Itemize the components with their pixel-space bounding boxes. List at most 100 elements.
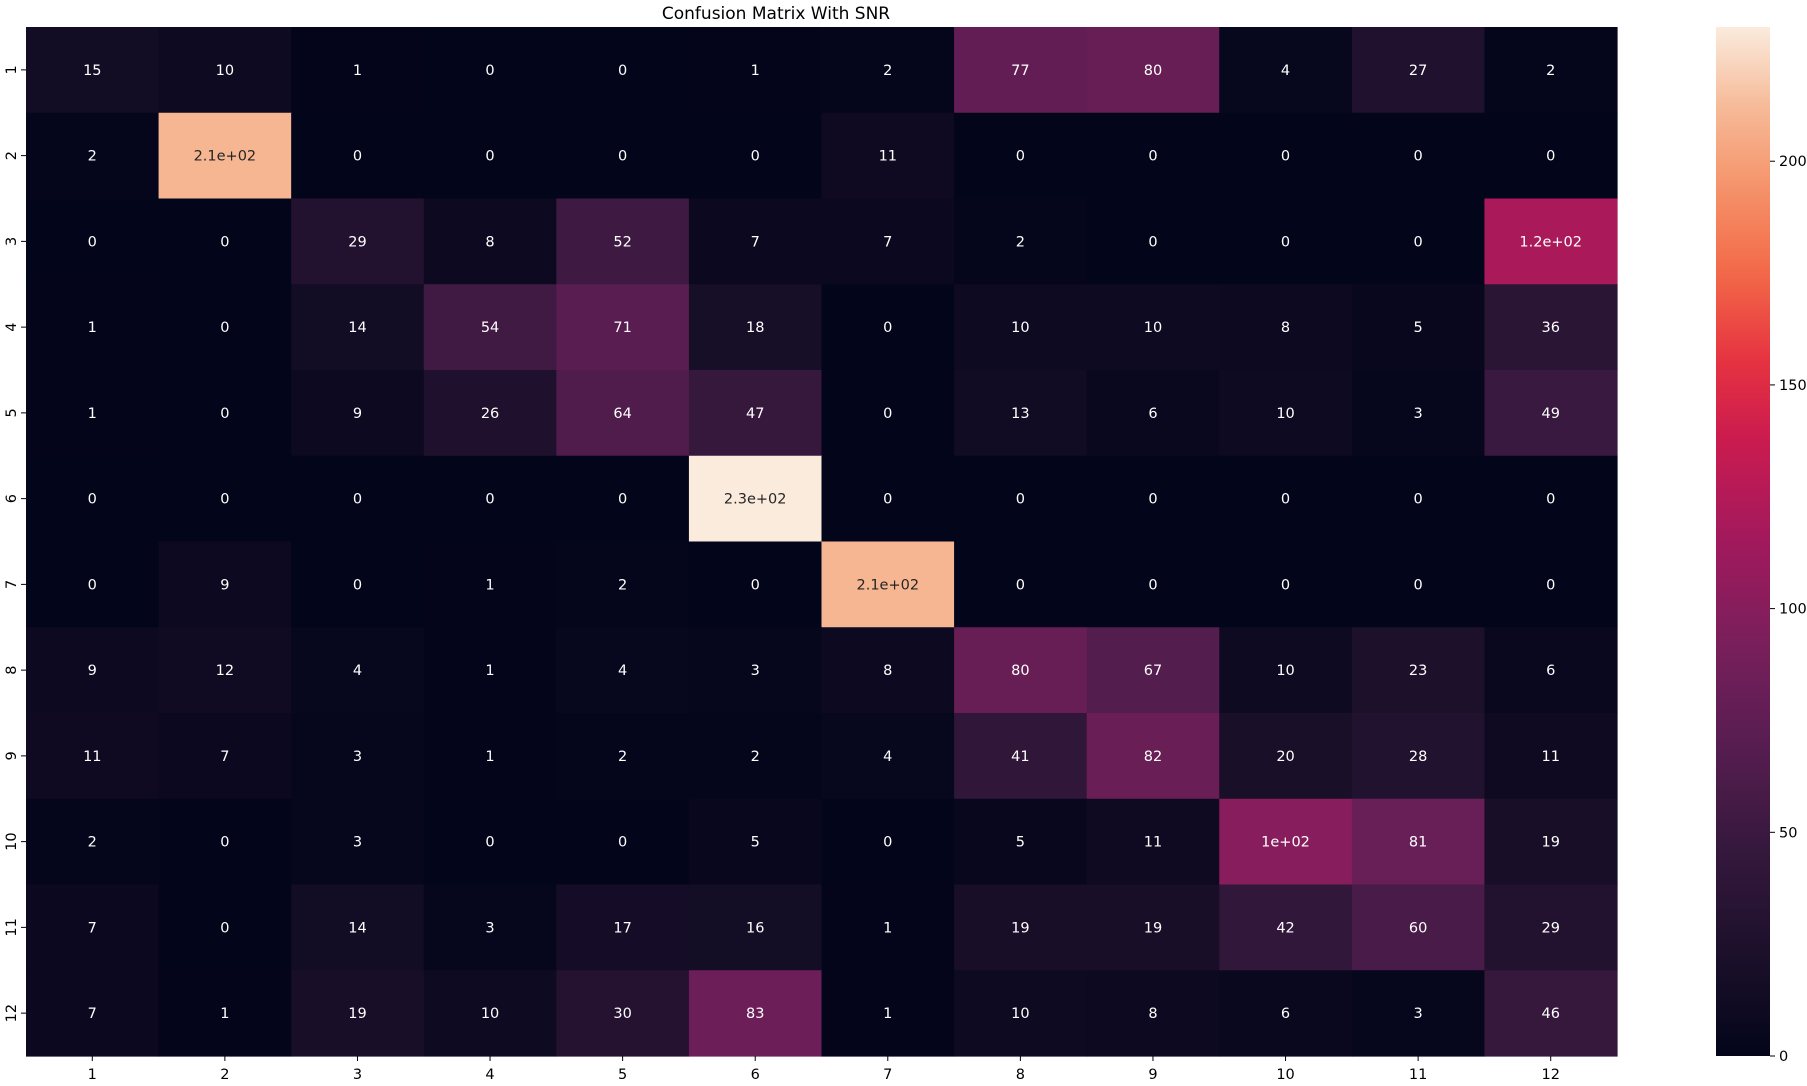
cell-value-label: 0 bbox=[1546, 492, 1555, 508]
cell-value-label: 60 bbox=[1409, 920, 1427, 936]
heatmap-cell bbox=[1484, 370, 1618, 457]
heatmap-cell bbox=[26, 370, 160, 457]
cell-value-label: 3 bbox=[1414, 1006, 1423, 1022]
cell-value-label: 0 bbox=[220, 492, 229, 508]
chart-title: Confusion Matrix With SNR bbox=[662, 4, 890, 24]
heatmap-cell bbox=[688, 884, 823, 971]
cell-value-label: 29 bbox=[348, 234, 366, 250]
heatmap-cell bbox=[291, 541, 425, 628]
heatmap-cell bbox=[1086, 370, 1220, 457]
cell-value-label: 2 bbox=[883, 63, 892, 79]
heatmap-cell bbox=[26, 884, 160, 971]
cell-value-label: 0 bbox=[1148, 234, 1157, 250]
cell-value-label: 20 bbox=[1276, 749, 1294, 765]
heatmap-cell bbox=[688, 713, 823, 800]
heatmap-cell bbox=[1484, 713, 1618, 800]
cell-value-label: 2.1e+02 bbox=[194, 149, 257, 165]
heatmap-cell bbox=[1351, 455, 1486, 543]
heatmap-cell bbox=[821, 455, 955, 543]
cell-value-label: 80 bbox=[1144, 63, 1162, 79]
heatmap-cell bbox=[1086, 284, 1220, 371]
heatmap-cell bbox=[1086, 198, 1220, 285]
heatmap-cell bbox=[821, 713, 955, 800]
cell-value-label: 0 bbox=[353, 492, 362, 508]
heatmap-cell bbox=[954, 627, 1088, 714]
heatmap-cell bbox=[556, 798, 690, 886]
heatmap-cell bbox=[1086, 713, 1220, 800]
heatmap-cell bbox=[158, 284, 292, 371]
heatmap-cell bbox=[1484, 970, 1618, 1057]
cell-value-label: 0 bbox=[883, 492, 892, 508]
y-tick-label: 11 bbox=[4, 918, 20, 936]
cell-value-label: 9 bbox=[353, 406, 362, 422]
heatmap-cell bbox=[688, 27, 823, 114]
heatmap-cell bbox=[291, 27, 425, 114]
heatmap-cell bbox=[158, 455, 292, 543]
heatmap-cell bbox=[291, 713, 425, 800]
cell-value-label: 2.1e+02 bbox=[856, 577, 919, 593]
cell-value-label: 18 bbox=[746, 320, 764, 336]
cell-value-label: 0 bbox=[883, 320, 892, 336]
heatmap-cell bbox=[556, 284, 690, 371]
heatmap-cell bbox=[291, 627, 425, 714]
x-tick-label: 1 bbox=[88, 1067, 97, 1083]
heatmap-cell bbox=[1219, 541, 1353, 628]
heatmap-cell bbox=[423, 112, 557, 200]
heatmap-cell bbox=[291, 284, 425, 371]
cell-value-label: 1 bbox=[883, 1006, 892, 1022]
cell-value-label: 67 bbox=[1144, 663, 1162, 679]
y-tick-label: 4 bbox=[4, 323, 20, 332]
heatmap-cell bbox=[1484, 627, 1618, 714]
heatmap-cell bbox=[1484, 198, 1618, 285]
heatmap-cell bbox=[1219, 455, 1353, 543]
y-tick-label: 9 bbox=[4, 751, 20, 760]
y-tick-label: 7 bbox=[4, 580, 20, 589]
cell-value-label: 0 bbox=[88, 577, 97, 593]
cell-value-label: 1.2e+02 bbox=[1519, 234, 1582, 250]
cell-value-label: 4 bbox=[353, 663, 362, 679]
cell-value-label: 0 bbox=[883, 835, 892, 851]
y-tick-label: 8 bbox=[4, 666, 20, 675]
heatmap-cell bbox=[688, 198, 823, 285]
cell-value-label: 0 bbox=[1414, 577, 1423, 593]
cell-value-label: 1 bbox=[751, 63, 760, 79]
heatmap-cell bbox=[1351, 970, 1486, 1057]
cell-value-label: 6 bbox=[1148, 406, 1157, 422]
heatmap-cell bbox=[688, 284, 823, 371]
cell-value-label: 2 bbox=[1016, 234, 1025, 250]
heatmap-cell bbox=[1484, 541, 1618, 628]
heatmap-cell bbox=[423, 370, 557, 457]
heatmap-cell bbox=[26, 27, 160, 114]
cell-value-label: 7 bbox=[220, 749, 229, 765]
heatmap-cell bbox=[1351, 713, 1486, 800]
heatmap-cell bbox=[26, 112, 160, 200]
cell-value-label: 3 bbox=[751, 663, 760, 679]
cell-value-label: 3 bbox=[1414, 406, 1423, 422]
heatmap-cell bbox=[1219, 884, 1353, 971]
y-tick-label: 1 bbox=[4, 65, 20, 74]
heatmap-cell bbox=[1351, 112, 1486, 200]
heatmap-cell bbox=[1484, 798, 1618, 886]
heatmap-cell bbox=[1351, 370, 1486, 457]
cell-value-label: 10 bbox=[1276, 663, 1294, 679]
heatmap-cell bbox=[26, 455, 160, 543]
heatmap-cell bbox=[1484, 27, 1618, 114]
cell-value-label: 10 bbox=[1011, 320, 1029, 336]
colorbar-tick-label: 150 bbox=[1779, 378, 1807, 394]
heatmap-cell bbox=[291, 884, 425, 971]
x-tick-label: 2 bbox=[220, 1067, 229, 1083]
heatmap-cell bbox=[1086, 627, 1220, 714]
cell-value-label: 10 bbox=[1144, 320, 1162, 336]
heatmap-cell bbox=[158, 713, 292, 800]
cell-value-label: 5 bbox=[1414, 320, 1423, 336]
colorbar-tick-label: 100 bbox=[1779, 602, 1807, 618]
y-tick-label: 12 bbox=[4, 1004, 20, 1022]
heatmap-cell bbox=[423, 627, 557, 714]
cell-value-label: 10 bbox=[1011, 1006, 1029, 1022]
cell-value-label: 13 bbox=[1011, 406, 1029, 422]
heatmap-cell bbox=[556, 27, 690, 114]
heatmap-cell bbox=[1484, 112, 1618, 200]
heatmap-cell bbox=[1086, 970, 1220, 1057]
heatmap-cell bbox=[1351, 627, 1486, 714]
heatmap-cell bbox=[158, 798, 292, 886]
